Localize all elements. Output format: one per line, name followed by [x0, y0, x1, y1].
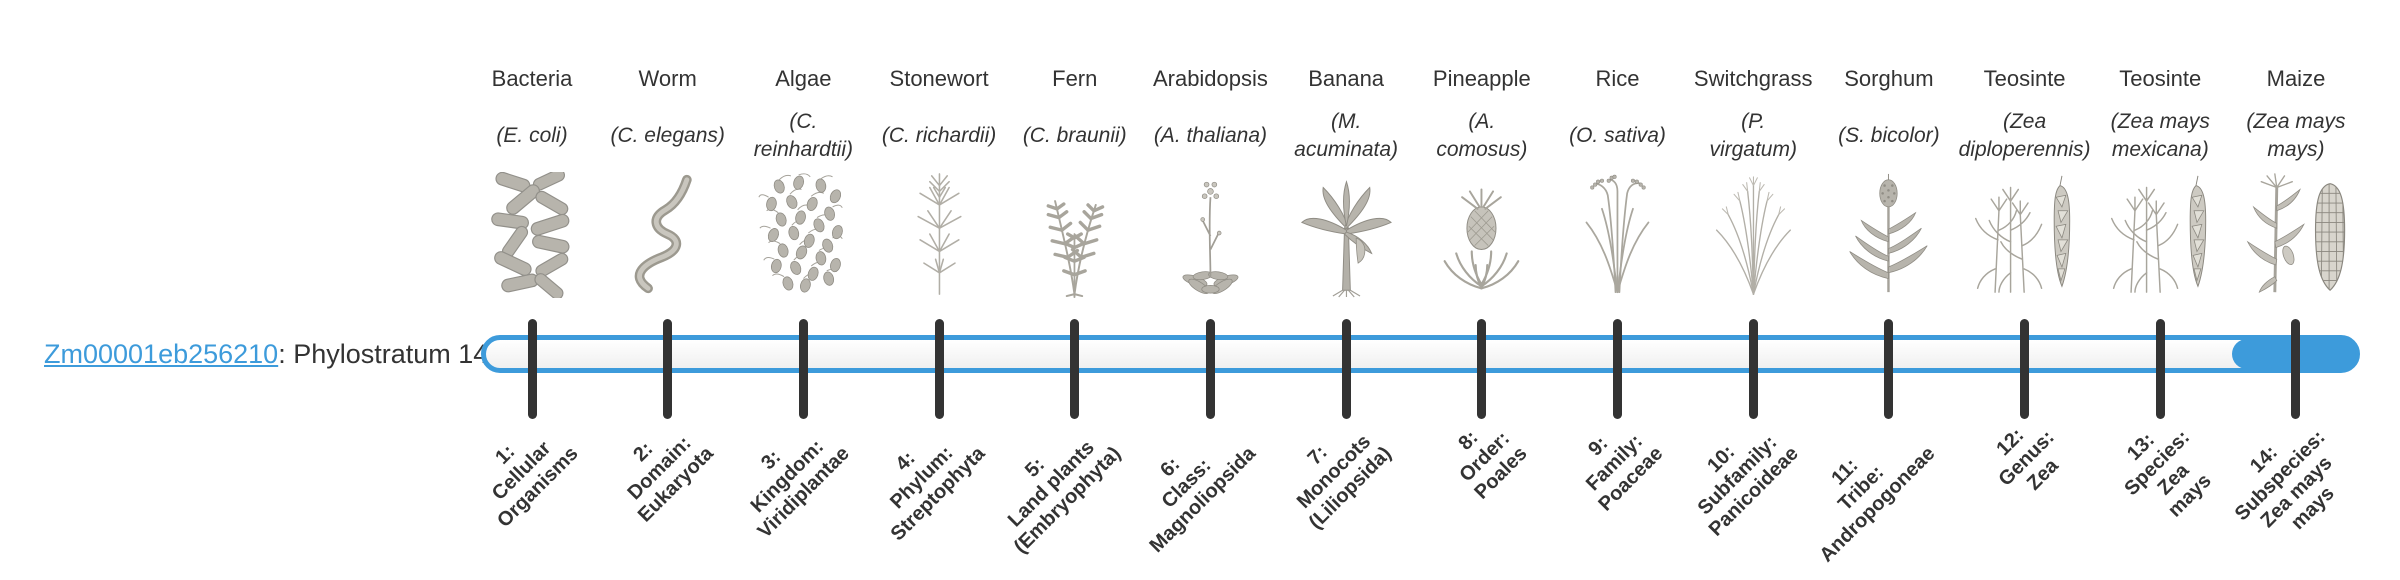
phylostratum-tick	[1070, 319, 1080, 419]
gene-phylostratum-text: : Phylostratum 14	[278, 339, 489, 369]
organism-latin-name: (M. acuminata)	[1294, 109, 1399, 161]
phylostratum-taxon-label: 6: Class: Magnoliopsida	[1145, 442, 1261, 558]
phylostratum-taxon-label: 10: Subfamily: Panicoideae	[1694, 431, 1804, 541]
organism-latin-name: (C. braunii)	[1022, 123, 1127, 147]
organism-latin-name: (Zea mays mays)	[2246, 109, 2346, 161]
phylostratum-tick	[527, 319, 537, 419]
gene-label: Zm00001eb256210: Phylostratum 14	[44, 338, 488, 370]
organism-common-name: Teosinte	[2119, 66, 2202, 91]
organism-common-name: Banana	[1308, 66, 1385, 91]
organism-latin-name: (C. reinhardtii)	[753, 109, 853, 161]
phylostratum-taxon-label: 13: Species: Zea mays	[2120, 426, 2216, 522]
organism-common-name: Maize	[2266, 66, 2326, 91]
phylostratum-taxon-label: 9: Family: Poaceae	[1582, 430, 1668, 516]
phylostratum-taxon-label: 3: Kingdom: Viridiplantae	[746, 435, 854, 543]
phylostratum-column: Teosinte (Zea mays mexicana) 13: Species…	[2085, 0, 2235, 580]
organism-latin-name: (P. virgatum)	[1709, 109, 1797, 161]
switchgrass-illustration	[1678, 170, 1828, 298]
bacteria-illustration	[457, 170, 607, 298]
phylostratum-column: Teosinte (Zea diploperennis) 12: Genus: …	[1950, 0, 2100, 580]
rice-illustration	[1543, 170, 1693, 298]
phylostratum-taxon-label: 12: Genus: Zea	[1991, 424, 2063, 495]
organism-common-name: Worm	[638, 66, 697, 91]
phylostratum-tick	[934, 319, 944, 419]
organism-common-name: Sorghum	[1844, 66, 1934, 91]
organism-latin-name: (A. thaliana)	[1153, 123, 1268, 147]
phylostratum-column: Sorghum (S. bicolor) 11: Tribe: Andropog…	[1814, 0, 1964, 580]
organism-latin-name: (E. coli)	[496, 123, 568, 147]
phylostratum-taxon-label: 14: Subspecies: Zea mays mays	[2230, 426, 2339, 535]
arabidopsis-illustration	[1135, 170, 1285, 298]
banana-illustration	[1271, 170, 1421, 298]
sorghum-illustration	[1814, 170, 1964, 298]
organism-common-name: Arabidopsis	[1152, 66, 1268, 91]
phylostratum-taxon-label: 7: Monocots (Liliopsida)	[1293, 430, 1397, 534]
phylostratum-bar	[481, 335, 2360, 373]
worm-illustration	[593, 170, 743, 298]
phylostratum-taxon-label: 5: Land plants (Embryophyta)	[1003, 436, 1125, 558]
phylostratum-tick	[663, 319, 673, 419]
phylostratum-tick	[1477, 319, 1487, 419]
phylostratum-tick	[1205, 319, 1215, 419]
phylostratum-taxon-label: 1: Cellular Organisms	[487, 437, 583, 532]
phylostratum-tick	[1748, 319, 1758, 419]
phylostratum-tick	[2155, 319, 2165, 419]
phylostratum-taxon-label: 4: Phylum: Streptophyta	[885, 441, 990, 546]
phylostratum-column: Maize (Zea mays mays) 14: Subspecies: Ze…	[2221, 0, 2371, 580]
phylostratum-tick	[798, 319, 808, 419]
organism-latin-name: (S. bicolor)	[1838, 123, 1940, 147]
organism-latin-name: (C. elegans)	[610, 123, 725, 147]
organism-latin-name: (Zea diploperennis)	[1958, 109, 2091, 161]
organism-common-name: Teosinte	[1983, 66, 2066, 91]
teosinte-illustration	[1950, 170, 2100, 298]
gene-id-link[interactable]: Zm00001eb256210	[44, 339, 279, 369]
organism-latin-name: (C. richardii)	[881, 123, 997, 147]
stonewort-illustration	[864, 170, 1014, 298]
phylostratum-column: Worm (C. elegans) 2: Domain: Eukaryota	[593, 0, 743, 580]
organism-latin-name: (Zea mays mexicana)	[2110, 109, 2210, 161]
phylostratum-tick	[2020, 319, 2030, 419]
organism-common-name: Algae	[775, 66, 832, 91]
phylostratum-taxon-label: 2: Domain: Eukaryota	[623, 432, 718, 527]
organism-common-name: Switchgrass	[1693, 66, 1813, 91]
teosinte-illustration	[2085, 170, 2235, 298]
organism-common-name: Stonewort	[889, 66, 989, 91]
organism-latin-name: (A. comosus)	[1436, 109, 1528, 161]
phylostratum-column: Banana (M. acuminata) 7: Monocots (Lilio…	[1271, 0, 1421, 580]
phylostratum-tick	[2291, 319, 2301, 419]
phylostratum-tick	[1884, 319, 1894, 419]
phylostratum-column: Bacteria (E. coli) 1: Cellular Organisms	[457, 0, 607, 580]
phylostratum-column: Algae (C. reinhardtii) 3: Kingdom: Virid…	[728, 0, 878, 580]
organism-common-name: Pineapple	[1432, 66, 1531, 91]
fern-illustration	[1000, 170, 1150, 298]
organism-common-name: Bacteria	[491, 66, 573, 91]
algae-illustration	[728, 170, 878, 298]
maize-illustration	[2221, 170, 2371, 298]
pineapple-illustration	[1407, 170, 1557, 298]
phylostratum-column: Switchgrass (P. virgatum) 10: Subfamily:…	[1678, 0, 1828, 580]
phylostratum-tick	[1613, 319, 1623, 419]
organism-common-name: Fern	[1052, 66, 1098, 91]
organism-latin-name: (O. sativa)	[1569, 123, 1666, 147]
phylostratum-taxon-label: 8: Order: Poales	[1454, 426, 1532, 504]
phylostratum-column: Stonewort (C. richardii) 4: Phylum: Stre…	[864, 0, 1014, 580]
phylostratum-column: Rice (O. sativa) 9: Family: Poaceae	[1543, 0, 1693, 580]
phylostratum-column: Arabidopsis (A. thaliana) 6: Class: Magn…	[1135, 0, 1285, 580]
phylostratum-column: Fern (C. braunii) 5: Land plants (Embryo…	[1000, 0, 1150, 580]
organism-common-name: Rice	[1595, 66, 1640, 91]
phylostratum-tick	[1341, 319, 1351, 419]
phylostratum-column: Pineapple (A. comosus) 8: Order: Poales	[1407, 0, 1557, 580]
